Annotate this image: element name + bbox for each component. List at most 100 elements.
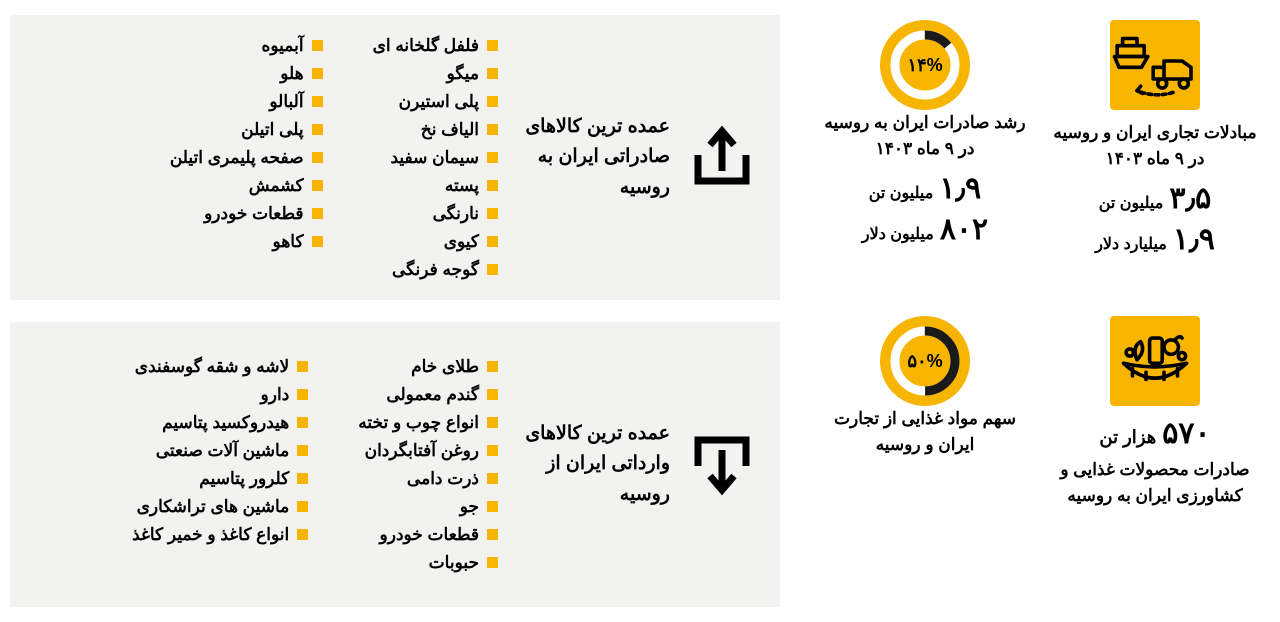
list-item: گوجه فرنگی [373, 260, 498, 280]
bullet-icon [297, 361, 308, 372]
list-item: دارو [132, 385, 308, 405]
list-item: کاهو [170, 232, 323, 252]
bullet-icon [297, 501, 308, 512]
exports-header: عمده ترین کالاهای صادراتی ایران به روسیه [498, 112, 758, 203]
list-item: الیاف نخ [373, 120, 498, 140]
bullet-icon [487, 529, 498, 540]
stat-food-title: صادرات محصولات غذایی و کشاورزی ایران به … [1050, 457, 1260, 508]
donut-14-label: ۱۴% [907, 55, 942, 76]
donut-50-label: ۵۰% [907, 351, 942, 372]
stat-growth-v2: ۸۰۲ [940, 212, 988, 247]
list-item: قطعات خودرو [358, 525, 498, 545]
bullet-icon [312, 96, 323, 107]
bullet-icon [312, 124, 323, 135]
list-item-label: الیاف نخ [421, 120, 479, 140]
donut-50-icon: ۵۰% [880, 316, 970, 406]
imports-panel: عمده ترین کالاهای وارداتی ایران از روسیه… [10, 322, 780, 607]
stat-trade-title: مبادلات تجاری ایران و روسیه در ۹ ماه ۱۴۰… [1050, 120, 1260, 171]
list-item: حبوبات [358, 553, 498, 573]
stat-trade-line1: ۳٫۵ میلیون تن [1099, 181, 1212, 216]
list-item-label: فلفل گلخانه ای [373, 36, 479, 56]
list-item: گندم معمولی [358, 385, 498, 405]
bullet-icon [487, 40, 498, 51]
stats-column: مبادلات تجاری ایران و روسیه در ۹ ماه ۱۴۰… [800, 0, 1280, 622]
list-item: نارنگی [373, 204, 498, 224]
stat-trade: مبادلات تجاری ایران و روسیه در ۹ ماه ۱۴۰… [1040, 15, 1270, 311]
bullet-icon [312, 208, 323, 219]
food-basket-icon [1110, 316, 1200, 406]
bullet-icon [297, 529, 308, 540]
imports-header: عمده ترین کالاهای وارداتی ایران از روسیه [498, 419, 758, 510]
list-item: کلرور پتاسیم [132, 469, 308, 489]
bullet-icon [487, 473, 498, 484]
list-item-label: هلو [280, 64, 303, 84]
list-item-label: قطعات خودرو [380, 525, 479, 545]
bullet-icon [487, 445, 498, 456]
bullet-icon [312, 152, 323, 163]
donut-14-icon: ۱۴% [880, 20, 970, 110]
list-item: انواع چوب و تخته [358, 413, 498, 433]
stat-share-title: سهم مواد غذایی از تجارت ایران و روسیه [820, 406, 1030, 457]
list-item-label: انواع کاغذ و خمیر کاغذ [132, 525, 289, 545]
bullet-icon [487, 264, 498, 275]
list-item-label: حبوبات [429, 553, 479, 573]
list-item: لاشه و شقه گوسفندی [132, 357, 308, 377]
bullet-icon [487, 389, 498, 400]
list-item: قطعات خودرو [170, 204, 323, 224]
export-arrow-icon [686, 121, 758, 193]
stat-growth-v1: ۱٫۹ [939, 171, 981, 206]
list-item-label: ذرت دامی [407, 469, 479, 489]
list-item: ماشین های تراشکاری [132, 497, 308, 517]
list-item-label: آلبالو [269, 92, 303, 112]
stat-row-1: مبادلات تجاری ایران و روسیه در ۹ ماه ۱۴۰… [810, 15, 1270, 311]
bullet-icon [487, 124, 498, 135]
bullet-icon [487, 208, 498, 219]
bullet-icon [487, 68, 498, 79]
exports-lists: فلفل گلخانه ای میگو پلی استیرن الیاف نخ سیما… [32, 36, 498, 280]
stat-growth-title: رشد صادرات ایران به روسیه در ۹ ماه ۱۴۰۳ [820, 110, 1030, 161]
list-item-label: نارنگی [433, 204, 479, 224]
list-item-label: گوجه فرنگی [392, 260, 479, 280]
stat-food-unit: هزار تن [1099, 427, 1156, 448]
stat-food-export: ۵۷۰ هزار تن صادرات محصولات غذایی و کشاور… [1040, 311, 1270, 607]
panels-column: عمده ترین کالاهای صادراتی ایران به روسیه… [0, 0, 800, 622]
list-item-label: روغن آفتابگردان [365, 441, 479, 461]
list-item-label: دارو [261, 385, 290, 405]
stat-trade-u1: میلیون تن [1099, 193, 1164, 213]
list-item-label: طلای خام [411, 357, 479, 377]
stat-trade-u2: میلیارد دلار [1095, 234, 1167, 254]
imports-title: عمده ترین کالاهای وارداتی ایران از روسیه [498, 419, 670, 510]
list-item-label: پلی اتیلن [241, 120, 303, 140]
stat-growth-u2: میلیون دلار [862, 224, 934, 244]
bullet-icon [487, 152, 498, 163]
imports-col2: لاشه و شقه گوسفندی دارو هیدروکسید پتاسیم ما… [132, 357, 308, 573]
list-item: پلی استیرن [373, 92, 498, 112]
infographic-root: مبادلات تجاری ایران و روسیه در ۹ ماه ۱۴۰… [0, 0, 1280, 622]
list-item-label: لاشه و شقه گوسفندی [135, 357, 289, 377]
list-item: هلو [170, 64, 323, 84]
list-item: آلبالو [170, 92, 323, 112]
list-item: کیوی [373, 232, 498, 252]
list-item: روغن آفتابگردان [358, 441, 498, 461]
list-item: سیمان سفید [373, 148, 498, 168]
list-item-label: کیوی [444, 232, 479, 252]
list-item: فلفل گلخانه ای [373, 36, 498, 56]
list-item-label: کشمش [249, 176, 304, 196]
ship-truck-icon [1110, 20, 1200, 110]
list-item: میگو [373, 64, 498, 84]
list-item-label: گندم معمولی [386, 385, 479, 405]
exports-panel: عمده ترین کالاهای صادراتی ایران به روسیه… [10, 15, 780, 300]
bullet-icon [297, 445, 308, 456]
bullet-icon [297, 473, 308, 484]
stat-growth-line2: ۸۰۲ میلیون دلار [862, 212, 988, 247]
bullet-icon [487, 236, 498, 247]
list-item-label: انواع چوب و تخته [358, 413, 479, 433]
imports-lists: طلای خام گندم معمولی انواع چوب و تخته روغن … [32, 357, 498, 573]
list-item: هیدروکسید پتاسیم [132, 413, 308, 433]
list-item: طلای خام [358, 357, 498, 377]
stat-export-growth: ۱۴% رشد صادرات ایران به روسیه در ۹ ماه ۱… [810, 15, 1040, 311]
list-item-label: سیمان سفید [391, 148, 480, 168]
list-item: انواع کاغذ و خمیر کاغذ [132, 525, 308, 545]
stat-food-big: ۵۷۰ هزار تن [1099, 416, 1210, 451]
stat-trade-v1: ۳٫۵ [1169, 181, 1211, 216]
